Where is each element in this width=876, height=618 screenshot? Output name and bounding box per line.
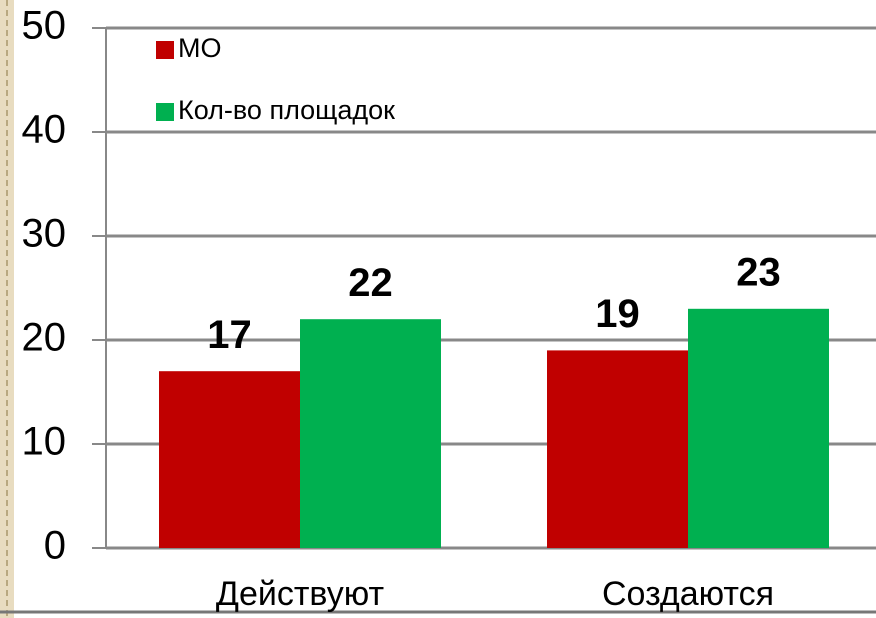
legend-swatch	[156, 103, 174, 121]
bar	[159, 371, 300, 548]
decorative-border	[0, 0, 14, 618]
data-label: 22	[348, 261, 393, 305]
y-tick-label: 50	[22, 4, 67, 48]
x-tick-label: Создаются	[602, 575, 774, 613]
bar	[300, 319, 441, 548]
legend-label: МО	[178, 33, 222, 63]
legend-swatch	[156, 41, 174, 59]
y-tick-label: 0	[44, 524, 66, 568]
data-label: 23	[736, 250, 781, 294]
x-tick-label: Действуют	[216, 575, 384, 613]
data-label: 17	[207, 313, 252, 357]
y-tick-label: 20	[22, 316, 67, 360]
data-label: 19	[595, 292, 640, 336]
legend-label: Кол-во площадок	[178, 95, 395, 125]
bar	[688, 308, 829, 548]
y-tick-label: 40	[22, 108, 67, 152]
bar	[547, 350, 688, 548]
y-tick-label: 10	[22, 420, 67, 464]
y-tick-label: 30	[22, 212, 67, 256]
